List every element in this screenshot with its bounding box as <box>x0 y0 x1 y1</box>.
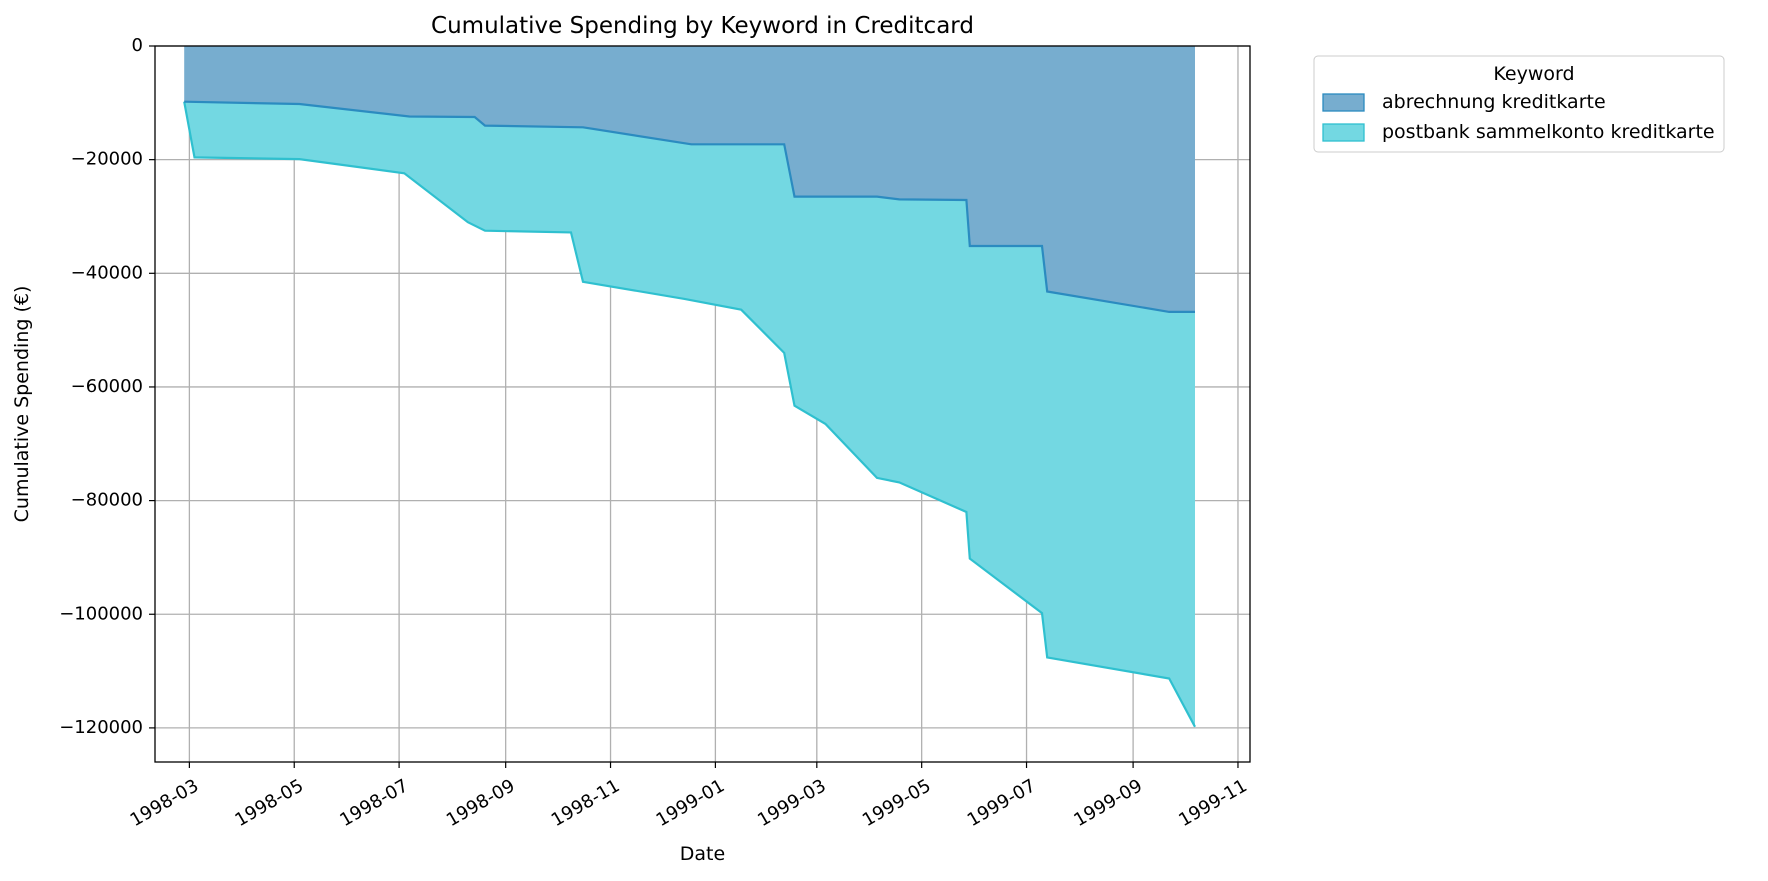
y-tick-label: −80000 <box>71 490 143 511</box>
legend-items: abrechnung kreditkarte postbank sammelkon… <box>1322 91 1715 143</box>
y-tick-label: −100000 <box>59 603 143 624</box>
plot-areas <box>183 46 1196 728</box>
legend: Keyword abrechnung kreditkarte postbank s… <box>1313 55 1725 153</box>
y-tick-label: −120000 <box>59 717 143 738</box>
legend-label: postbank sammelkonto kreditkarte <box>1382 121 1715 143</box>
plot-frame <box>154 45 1251 763</box>
y-tick-label: −20000 <box>71 149 143 170</box>
y-axis: 0 −20000 −40000 −60000 −80000 −100000 −120000 <box>59 35 155 738</box>
series-line-postbank-sammelkonto-kreditkarte <box>183 101 1196 728</box>
legend-title: Keyword <box>1493 63 1574 85</box>
y-tick-label: −40000 <box>71 262 143 283</box>
legend-swatch <box>1322 123 1365 142</box>
series-line-abrechnung-kreditkarte <box>184 100 1195 313</box>
series-area-postbank-sammelkonto-kreditkarte <box>184 101 1195 727</box>
legend-label: abrechnung kreditkarte <box>1382 91 1606 113</box>
x-axis-title: Date <box>680 843 725 865</box>
y-tick-label: −60000 <box>71 376 143 397</box>
chart-title: Cumulative Spending by Keyword in Credit… <box>431 13 974 39</box>
y-axis-title: Cumulative Spending (€) <box>11 286 33 523</box>
legend-box <box>1313 55 1725 153</box>
series-area-abrechnung-kreditkarte <box>184 46 1195 312</box>
legend-swatch <box>1322 93 1365 112</box>
y-tick-label: 0 <box>132 35 143 56</box>
